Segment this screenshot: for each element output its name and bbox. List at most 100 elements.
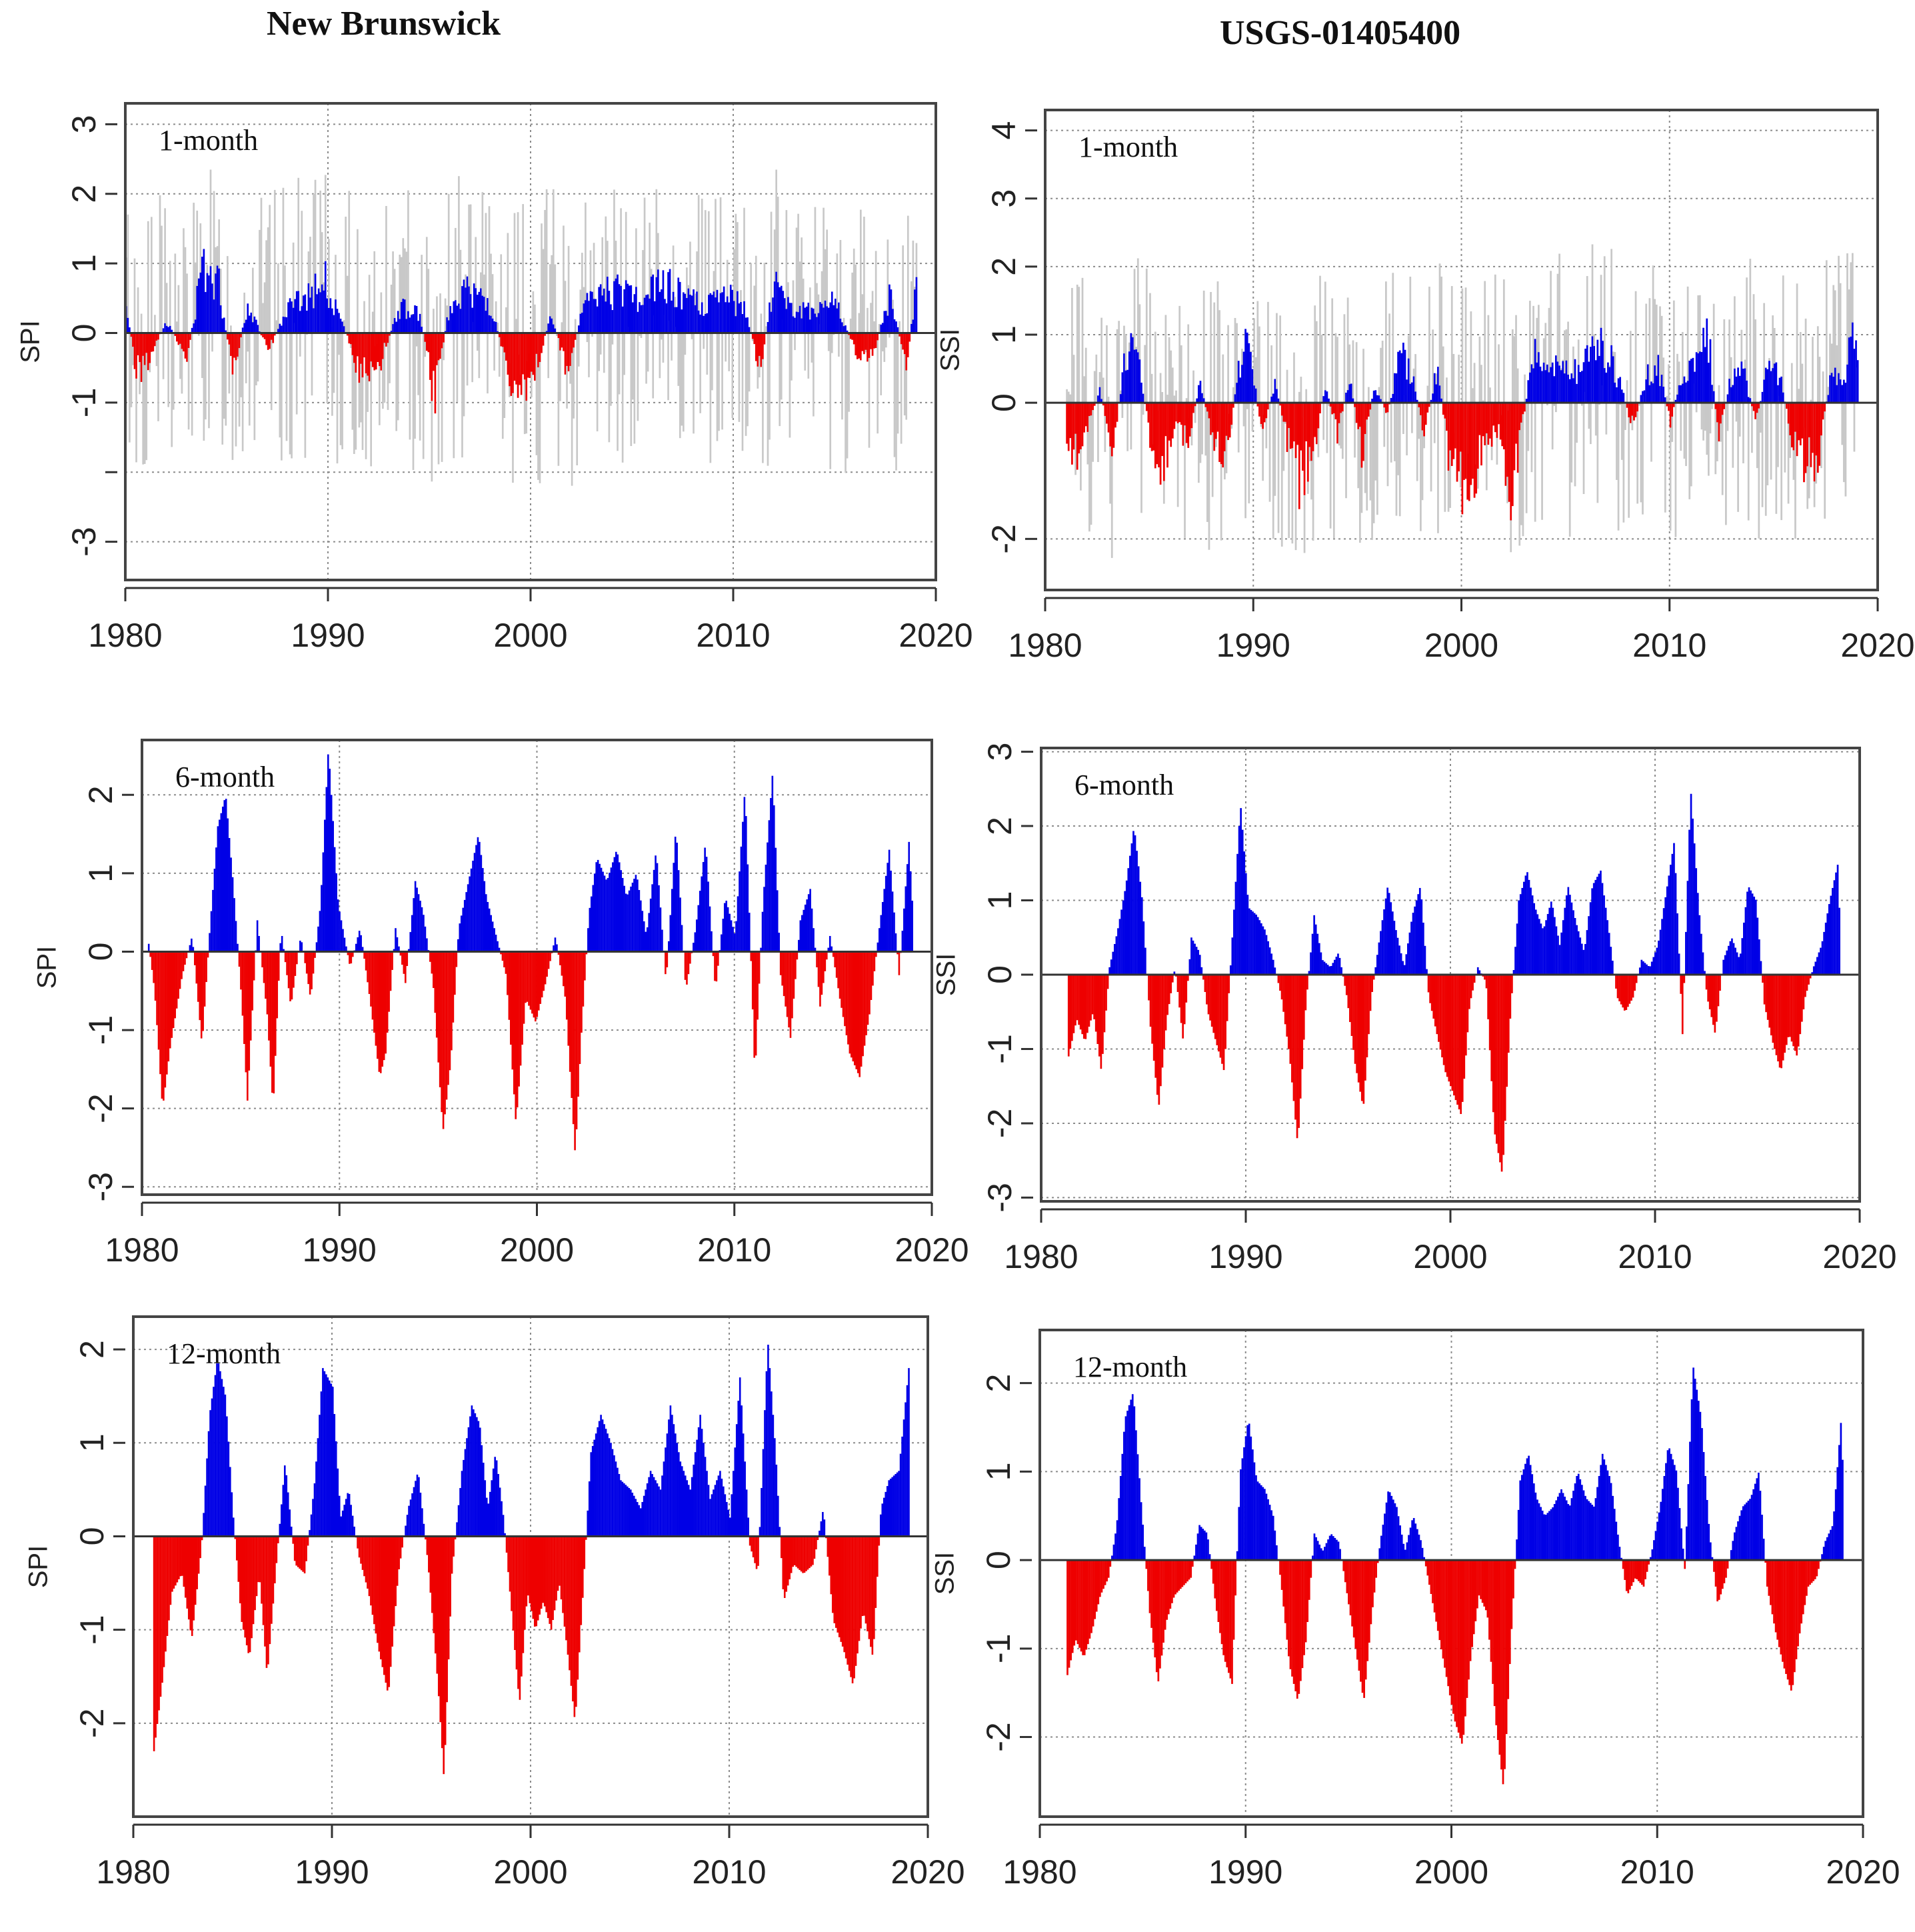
negative-bar (875, 1536, 877, 1608)
negative-bar (187, 333, 190, 348)
negative-bar (813, 1536, 816, 1559)
positive-bar (1541, 371, 1543, 403)
positive-bar (353, 1526, 355, 1537)
negative-bar (560, 1536, 563, 1600)
positive-bar (1522, 1469, 1525, 1561)
faint-bar (1253, 318, 1255, 403)
positive-bar (1308, 971, 1310, 975)
positive-bar (659, 907, 662, 952)
positive-bar (1734, 947, 1736, 975)
positive-bar (632, 302, 634, 333)
faint-bar (1654, 299, 1656, 403)
negative-bar (159, 1536, 162, 1697)
negative-bar (197, 951, 199, 1002)
negative-bar (1468, 975, 1470, 1009)
negative-bar (1342, 1560, 1345, 1571)
negative-bar (755, 1536, 758, 1569)
positive-bar (1827, 395, 1830, 403)
panel-label: 12-month (1073, 1351, 1187, 1383)
faint-bar (1798, 389, 1800, 403)
positive-bar (552, 324, 555, 333)
negative-bar (1447, 1560, 1450, 1687)
negative-bar (1182, 975, 1184, 1039)
positive-bar (801, 915, 803, 952)
positive-bar (1376, 955, 1378, 975)
positive-bar (598, 287, 600, 333)
positive-bar (1831, 1526, 1834, 1561)
positive-bar (1374, 967, 1377, 975)
positive-bar (1832, 887, 1834, 975)
faint-bar (1328, 403, 1330, 406)
negative-bar (1222, 1560, 1224, 1655)
positive-bar (1584, 348, 1586, 403)
panel-label: 1-month (159, 124, 258, 157)
positive-bar (322, 1368, 324, 1537)
negative-bar (540, 1536, 543, 1609)
positive-bar (1676, 913, 1678, 975)
positive-bar (1403, 965, 1406, 975)
faint-bar (1395, 403, 1398, 516)
positive-bar (328, 307, 330, 333)
faint-bar (618, 333, 621, 395)
faint-bar (505, 307, 507, 333)
negative-bar (1074, 975, 1076, 1026)
positive-bar (1680, 1528, 1682, 1561)
negative-bar (1804, 975, 1806, 997)
negative-bar (1166, 975, 1168, 1015)
negative-bar (507, 1536, 509, 1573)
positive-bar (1543, 1514, 1546, 1561)
positive-bar (738, 303, 741, 333)
negative-bar (1716, 403, 1718, 423)
positive-bar (1581, 1485, 1583, 1561)
negative-bar (385, 951, 387, 1054)
faint-bar (1411, 403, 1413, 433)
negative-bar (1458, 975, 1460, 1110)
negative-bar (855, 333, 857, 355)
positive-bar (469, 876, 471, 952)
positive-bar (745, 816, 747, 952)
faint-bar (576, 333, 579, 466)
faint-bar (187, 333, 190, 430)
positive-bar (1534, 1492, 1537, 1561)
positive-bar (421, 1508, 423, 1537)
positive-bar (742, 821, 744, 952)
negative-bar (1296, 403, 1299, 445)
positive-bar (1424, 945, 1426, 975)
positive-bar (653, 1477, 655, 1537)
positive-bar (1754, 899, 1757, 975)
faint-bar (1265, 403, 1268, 449)
faint-bar (1095, 354, 1098, 403)
positive-bar (593, 1439, 595, 1537)
positive-bar (1120, 909, 1122, 975)
positive-bar (490, 915, 492, 952)
x-tick-label: 2020 (895, 1231, 968, 1269)
positive-bar (824, 300, 827, 333)
positive-bar (1686, 881, 1689, 975)
positive-bar (343, 937, 346, 952)
positive-bar (1560, 1489, 1562, 1561)
negative-bar (1488, 975, 1491, 1051)
positive-bar (1756, 1478, 1758, 1561)
positive-bar (630, 1489, 632, 1537)
negative-bar (569, 333, 571, 366)
negative-bar (1300, 403, 1302, 451)
positive-bar (684, 293, 687, 333)
negative-bar (1303, 403, 1306, 495)
negative-bar (1801, 403, 1804, 439)
negative-bar (1170, 975, 1172, 993)
negative-bar (1504, 975, 1506, 1121)
positive-bar (1562, 920, 1564, 975)
faint-bar (1398, 403, 1401, 517)
negative-bar (1485, 975, 1488, 989)
positive-bar (1532, 1483, 1535, 1561)
positive-bar (674, 837, 677, 952)
faint-bar (1126, 403, 1129, 451)
faint-bar (1796, 283, 1798, 403)
negative-bar (368, 1536, 371, 1597)
faint-bar (1674, 403, 1677, 537)
faint-bar (385, 205, 387, 333)
positive-bar (1240, 808, 1242, 975)
negative-bar (849, 951, 851, 1054)
positive-bar (728, 302, 731, 333)
positive-bar (1139, 881, 1142, 975)
